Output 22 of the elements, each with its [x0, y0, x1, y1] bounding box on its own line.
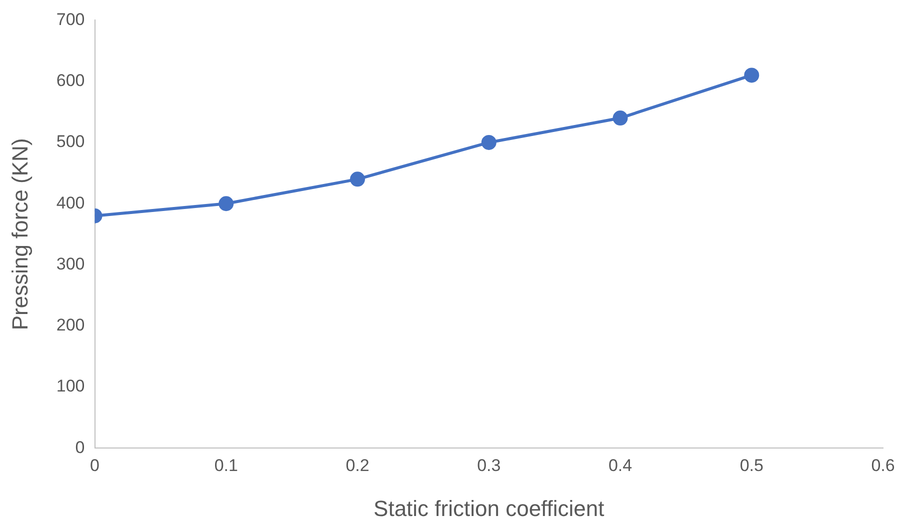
y-axis-title: Pressing force (KN) [7, 138, 32, 330]
x-tick-label: 0.6 [871, 456, 895, 476]
x-tick-label: 0.2 [346, 456, 370, 476]
x-tick-label: 0.1 [214, 456, 238, 476]
point [481, 134, 496, 150]
y-tick-label: 500 [56, 132, 85, 152]
x-tick-label: 0.3 [477, 456, 501, 476]
y-tick-label: 0 [75, 438, 85, 457]
point [612, 110, 628, 126]
y-tick-label: 700 [56, 10, 85, 29]
y-tick-label: 300 [56, 254, 85, 274]
x-tick-label: 0.5 [740, 456, 764, 476]
y-tick-label: 200 [56, 316, 85, 335]
x-axis-title: Static friction coefficient [374, 496, 604, 521]
x-tick-label: 0.4 [608, 456, 632, 476]
point [744, 68, 760, 83]
y-tick-label: 600 [56, 71, 85, 90]
y-tick-label: 400 [56, 193, 85, 212]
y-tick-label: 100 [56, 376, 85, 396]
point [218, 196, 234, 212]
point [350, 172, 366, 187]
x-tick-label: 0 [90, 456, 100, 476]
